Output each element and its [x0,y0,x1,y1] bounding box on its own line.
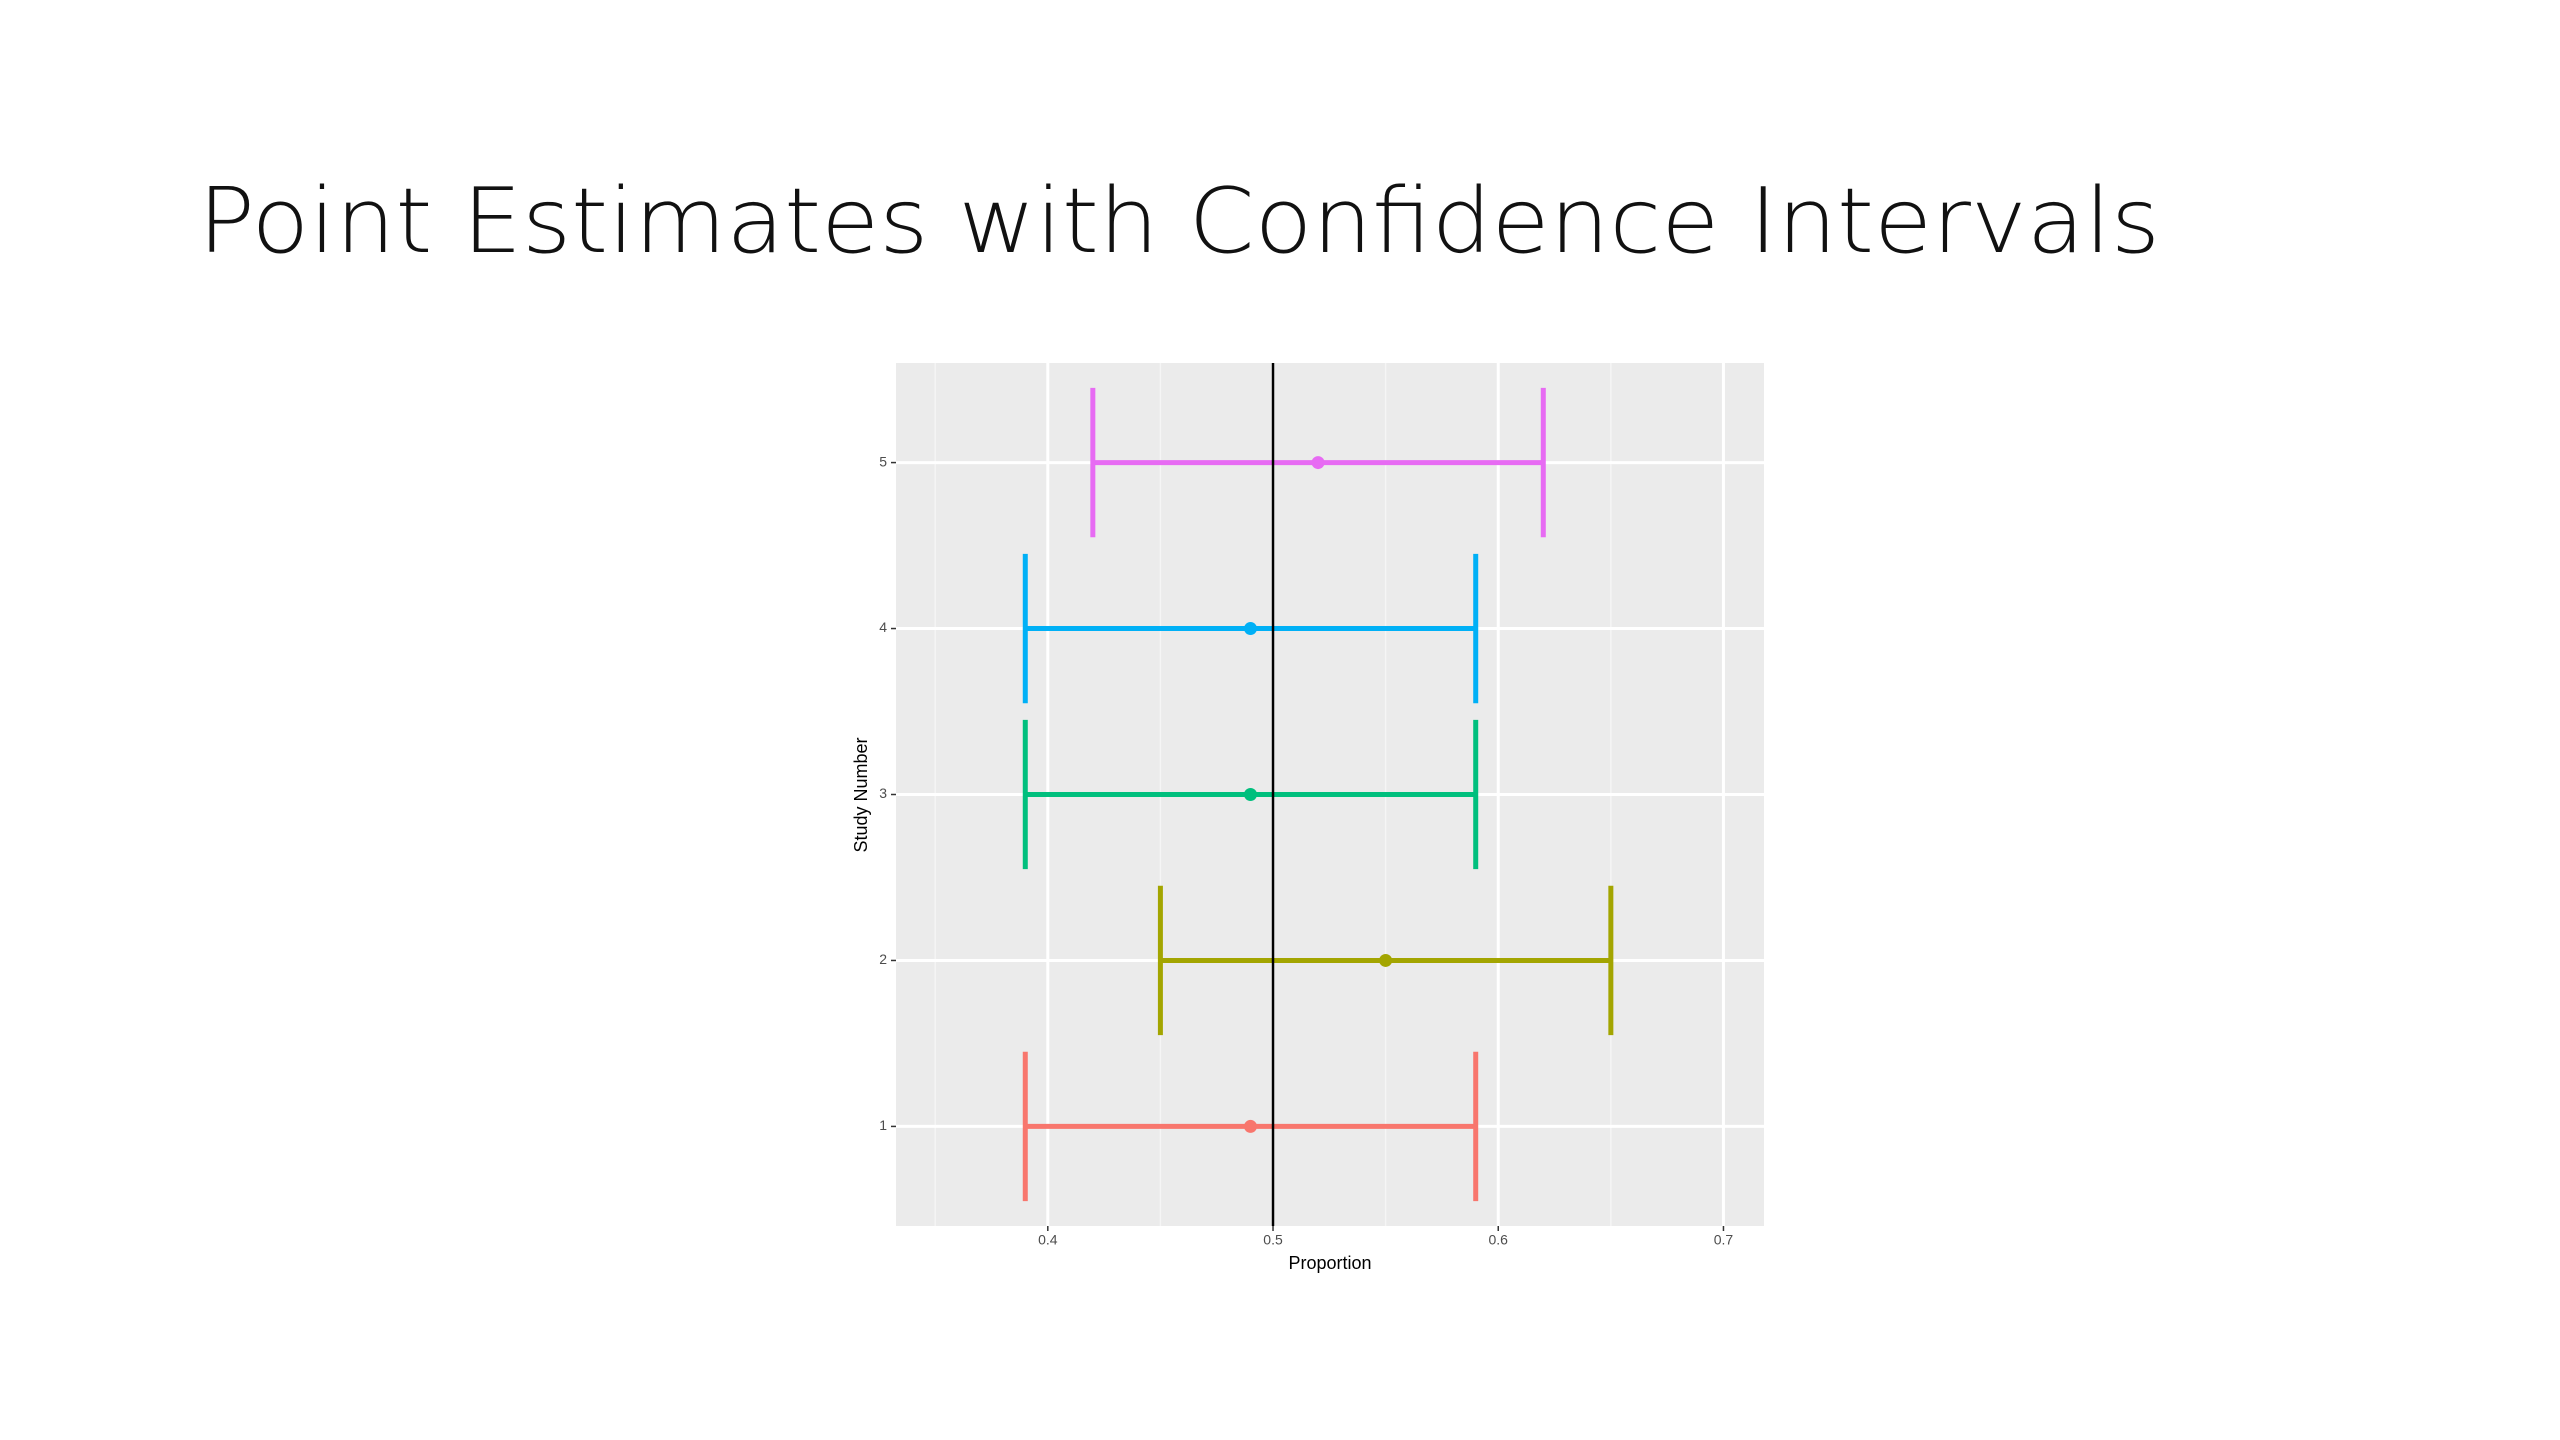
point-estimate [1243,622,1257,636]
x-tick-label: 0.7 [1714,1232,1734,1248]
x-tick-label: 0.4 [1038,1232,1058,1248]
x-axis-title: Proportion [1288,1253,1371,1273]
x-tick-label: 0.6 [1489,1232,1509,1248]
point-estimate [1379,953,1393,967]
y-tick-label: 1 [879,1117,887,1133]
y-tick-label: 4 [879,619,887,635]
point-estimate [1311,456,1325,470]
point-estimate [1243,788,1257,801]
y-axis-title: Study Number [851,737,871,852]
slide-title: Point Estimates with Confidence Interval… [198,169,2160,274]
y-tick-label: 5 [879,453,887,469]
x-tick-label: 0.5 [1263,1232,1283,1248]
point-estimate [1243,1119,1257,1133]
y-tick-label: 3 [879,785,887,801]
y-tick-label: 2 [879,951,887,967]
